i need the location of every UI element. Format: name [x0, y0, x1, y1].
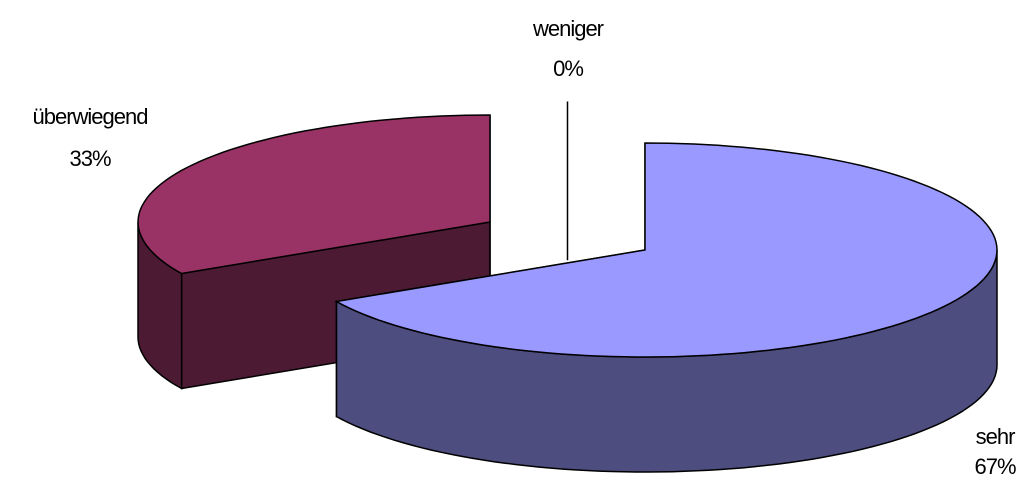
slice-label: weniger — [532, 16, 604, 41]
slice-value-label: 33% — [69, 146, 110, 171]
slice-value-label: 0% — [553, 56, 583, 81]
slice — [137, 114, 491, 275]
slice-label: sehr — [976, 424, 1015, 449]
slice-value-label: 67% — [974, 454, 1015, 479]
slice — [334, 142, 998, 358]
slice-label: überwiegend — [33, 104, 148, 129]
